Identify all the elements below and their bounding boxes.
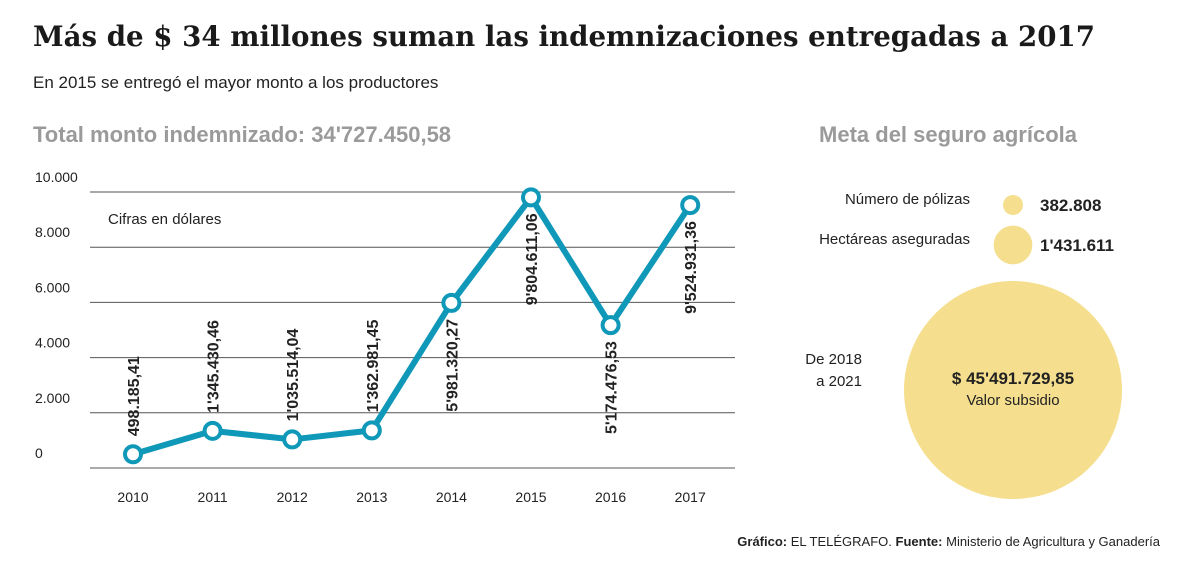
value-label: 1'362.981,45 [365,319,382,412]
value-label: 5'174.476,53 [604,341,621,434]
footer: Gráfico: EL TELÉGRAFO. Fuente: Ministeri… [737,534,1160,549]
y-tick-label: 10.000 [35,169,78,185]
x-tick-label: 2010 [117,489,148,505]
credit: EL TELÉGRAFO. [791,534,892,549]
bubble-value: 382.808 [1040,196,1101,215]
line [132,194,693,458]
point [521,187,541,208]
bubble-category: Valor subsidio [966,392,1059,409]
point [123,444,143,465]
annotation: Cifras en dólares [108,211,221,228]
point [441,292,462,313]
period: a 2021 [816,373,862,390]
x-tick-label: 2016 [595,489,626,505]
x-tick-label: 2015 [515,489,546,505]
value-label: 9'804.611,06 [524,213,541,305]
line-chart-title: Total monto indemnizado: 34'727.450,58 [33,122,451,147]
x-tick-label: 2012 [277,489,308,505]
value-label: 1'345.430,46 [206,320,223,413]
point [282,429,303,450]
x-tick-label: 2013 [356,489,387,505]
point [600,315,621,336]
source: Ministerio de Agricultura y Ganadería [946,534,1161,549]
bubble-category: Hectáreas aseguradas [819,231,970,248]
value-label: 5'981.320,27 [444,319,461,412]
value-label: 1'035.514,04 [285,329,302,422]
y-tick-label: 0 [35,445,43,461]
value-label: 498.185,41 [126,356,143,436]
bubble-value: 1'431.611 [1040,236,1114,255]
x-tick-label: 2017 [675,489,706,505]
bubble [1003,195,1023,215]
y-tick-label: 4.000 [35,335,70,351]
credit-label: Gráfico: [737,534,787,549]
y-tick-label: 8.000 [35,224,70,240]
bubble-chart-title: Meta del seguro agrícola [819,122,1078,147]
point [361,420,382,441]
y-tick-label: 6.000 [35,279,70,295]
x-tick-label: 2011 [198,489,228,505]
x-tick-label: 2014 [436,489,467,505]
y-tick-label: 2.000 [35,390,70,406]
bubble-value: $ 45'491.729,85 [952,369,1074,388]
point [680,195,701,216]
value-label: 9'524.931,36 [683,221,700,314]
bubble [993,225,1033,265]
bubble [903,280,1123,500]
period: De 2018 [805,351,862,368]
bubble-category: Número de pólizas [845,191,970,208]
subtitle: En 2015 se entregó el mayor monto a los … [33,73,438,92]
source-label: Fuente: [896,534,943,549]
title: Más de $ 34 millones suman las indemniza… [33,20,1095,53]
point [202,420,223,441]
